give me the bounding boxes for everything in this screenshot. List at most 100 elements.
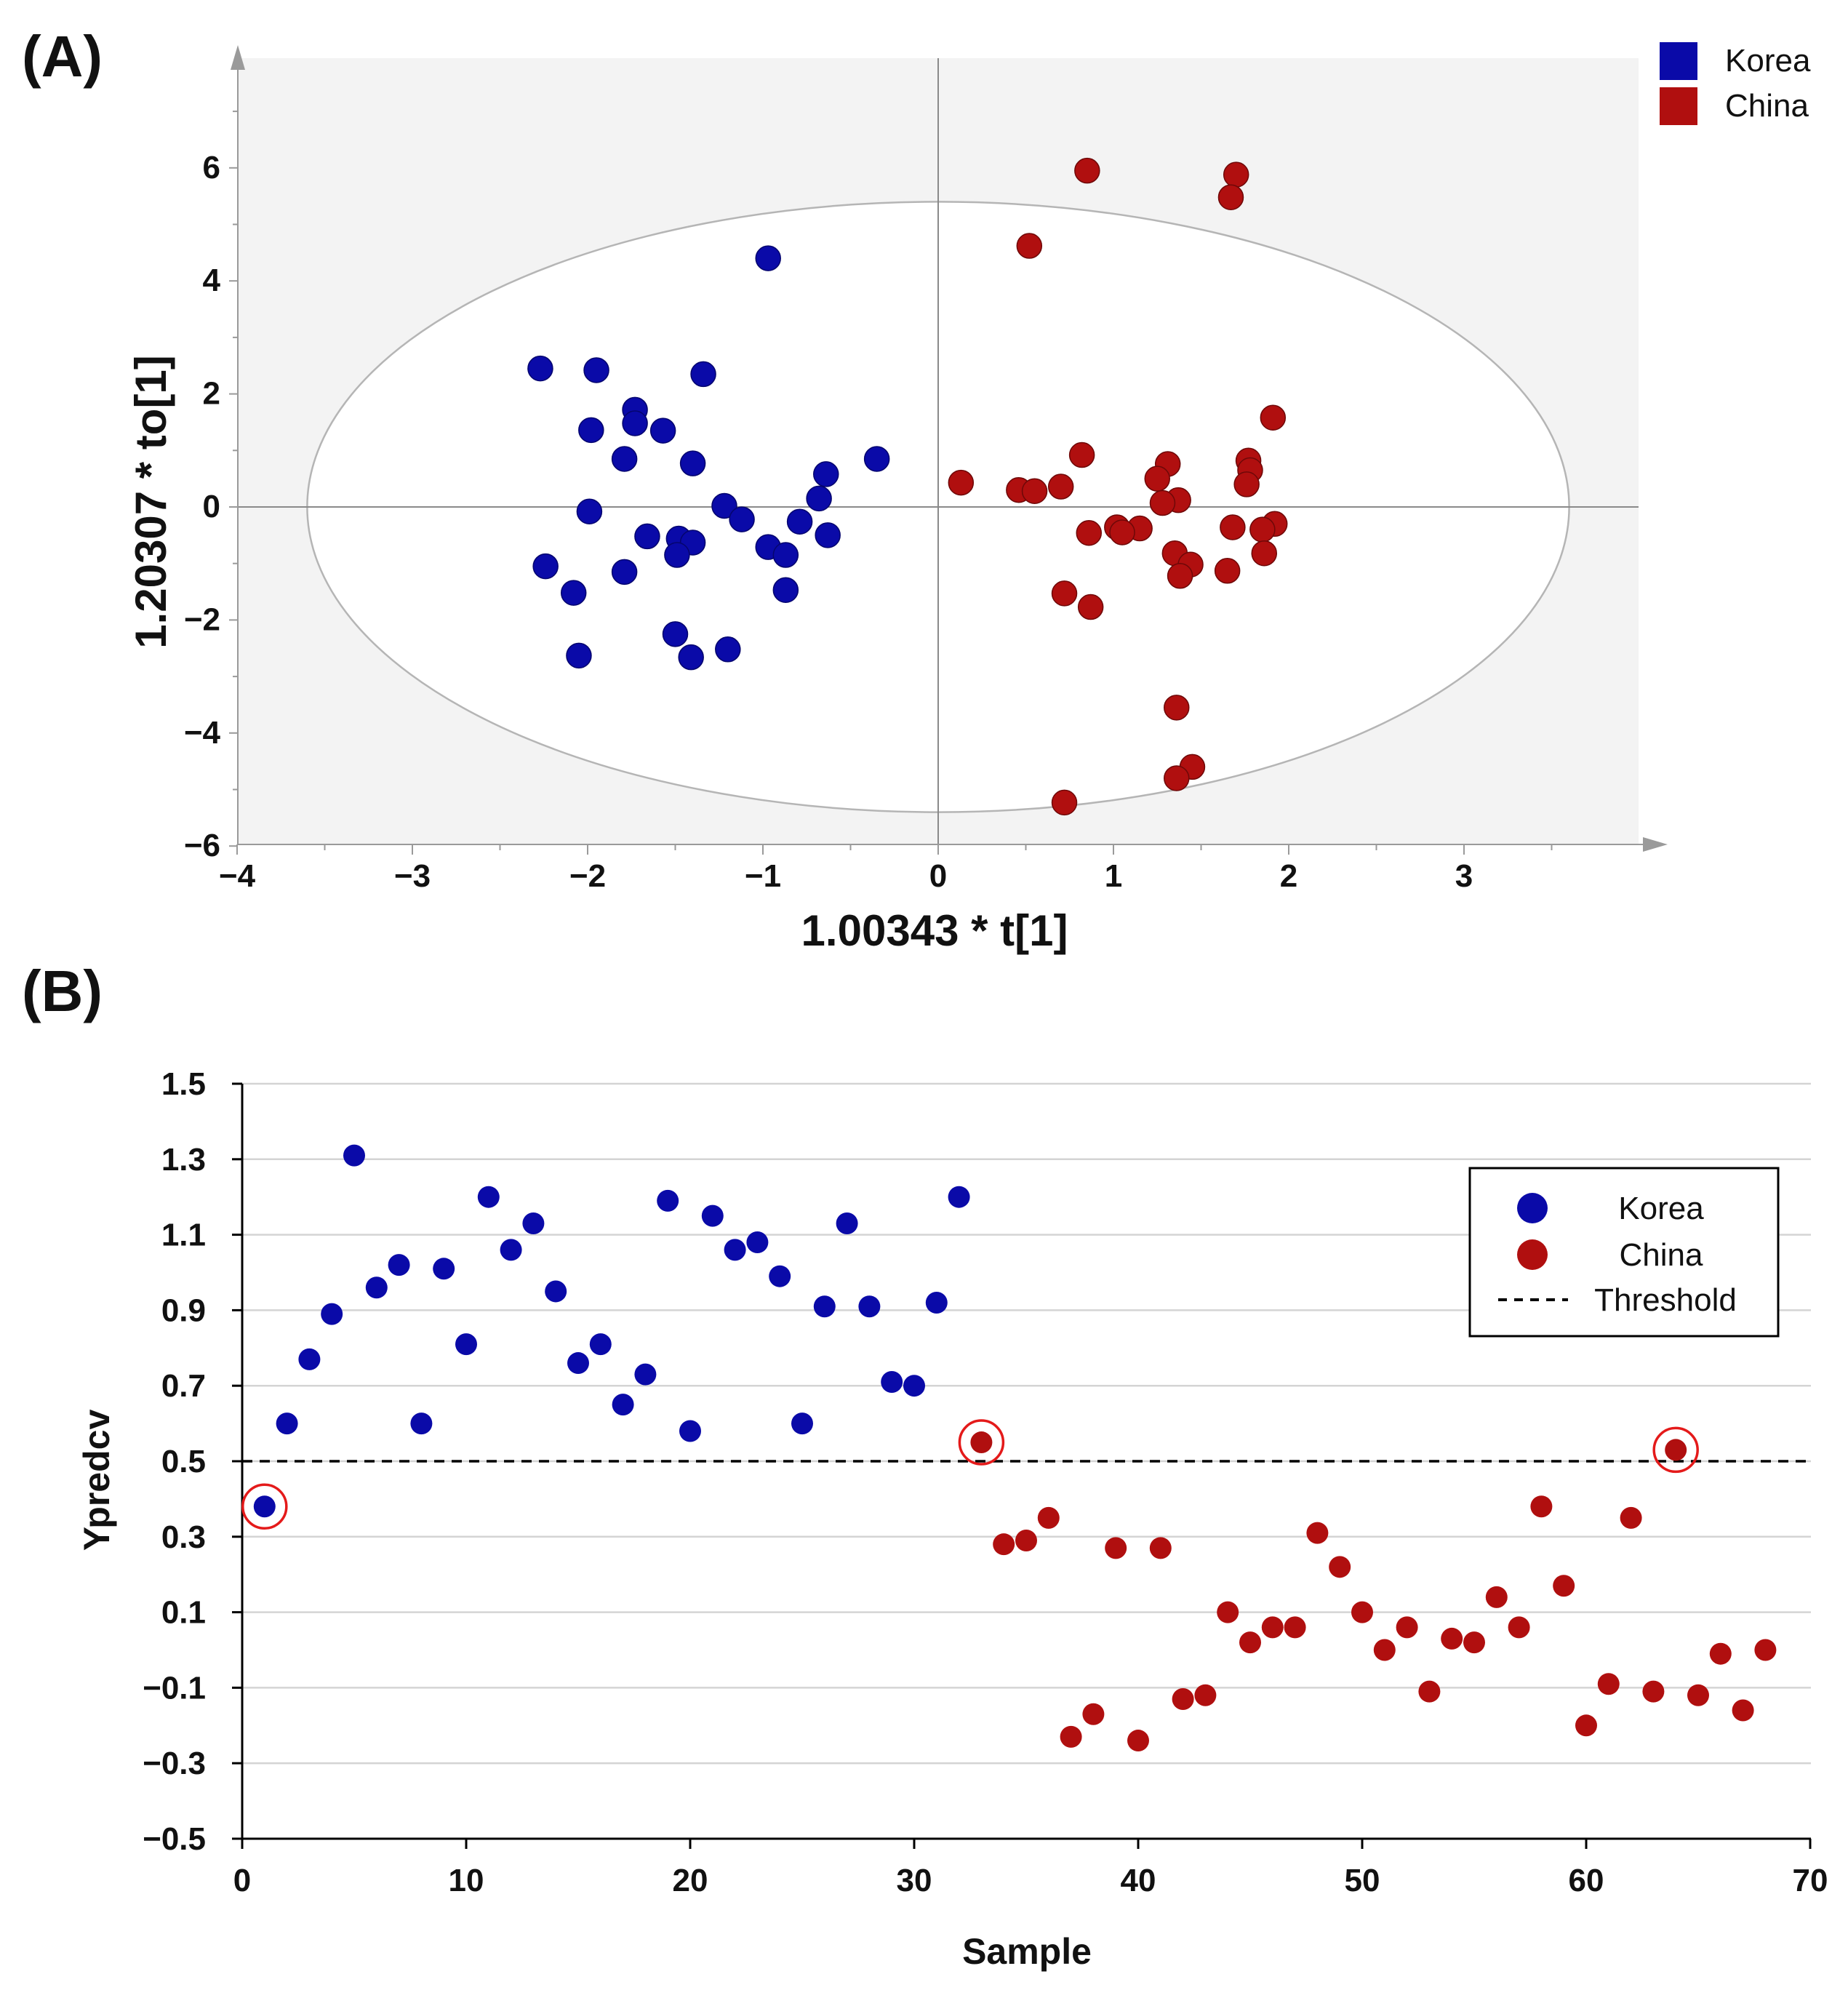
plot-b-x-axis-label: Sample xyxy=(962,1931,1092,1972)
point-china xyxy=(1223,161,1249,188)
point-korea xyxy=(527,355,553,382)
point-china xyxy=(1217,1601,1239,1623)
point-china xyxy=(1220,514,1246,540)
point-korea xyxy=(253,1495,276,1518)
point-china xyxy=(1060,1725,1082,1748)
point-korea xyxy=(813,1295,836,1318)
outlier-circle xyxy=(958,1419,1005,1466)
point-china xyxy=(1485,1586,1508,1608)
plot-a-points xyxy=(527,157,1288,816)
point-korea xyxy=(276,1412,298,1435)
point-china xyxy=(1149,1537,1172,1559)
point-korea xyxy=(634,523,660,550)
point-korea xyxy=(657,1189,679,1212)
y-tick-label: 0.7 xyxy=(161,1368,206,1404)
y-tick-label: −4 xyxy=(184,715,221,751)
y-tick-label: 0.3 xyxy=(161,1519,206,1555)
point-china xyxy=(1021,478,1048,504)
plot-a-x-ticks: −4 −3 −2 −1 0 1 2 3 xyxy=(219,844,1553,894)
point-korea xyxy=(925,1292,948,1314)
legend-a-china-label: China xyxy=(1725,88,1809,124)
point-china xyxy=(1074,157,1100,184)
point-china xyxy=(1167,563,1193,589)
point-korea xyxy=(724,1239,746,1261)
point-korea xyxy=(455,1333,477,1356)
point-korea xyxy=(477,1186,500,1208)
y-tick-label: 1.3 xyxy=(161,1142,206,1178)
plot-b-points xyxy=(253,1144,1777,1752)
point-china xyxy=(1754,1639,1777,1661)
x-tick-label: 0 xyxy=(929,858,947,894)
point-korea xyxy=(769,1265,791,1287)
x-tick-label: −1 xyxy=(745,858,781,894)
x-tick-label: 2 xyxy=(1280,858,1297,894)
point-china xyxy=(1149,489,1176,516)
x-tick-label: 3 xyxy=(1455,858,1473,894)
point-china xyxy=(1261,1616,1284,1639)
point-china xyxy=(1164,765,1190,791)
point-korea xyxy=(806,485,832,512)
point-korea xyxy=(678,644,704,671)
legend-b-korea-marker xyxy=(1517,1193,1548,1223)
point-china xyxy=(1076,519,1103,546)
point-korea xyxy=(690,361,716,388)
point-korea xyxy=(611,446,638,472)
point-korea xyxy=(664,542,690,568)
panel-b-label: (B) xyxy=(22,959,103,1023)
point-china xyxy=(1329,1556,1351,1578)
point-korea xyxy=(634,1363,657,1386)
point-china xyxy=(993,1533,1015,1556)
point-korea xyxy=(365,1276,388,1299)
point-korea xyxy=(711,492,737,519)
y-axis-arrow xyxy=(231,45,245,70)
point-china xyxy=(1082,1703,1105,1725)
point-korea xyxy=(649,417,676,444)
plot-b-x-ticks: 0 10 20 30 40 50 60 70 xyxy=(233,1839,1828,1898)
x-tick-label: 50 xyxy=(1345,1863,1380,1898)
y-tick-label: 1.1 xyxy=(161,1218,206,1253)
point-china xyxy=(1508,1616,1530,1639)
point-china xyxy=(1037,1506,1060,1529)
y-tick-label: −2 xyxy=(184,602,220,637)
point-china xyxy=(1463,1631,1485,1654)
point-china xyxy=(1172,1687,1194,1710)
point-korea xyxy=(298,1348,321,1370)
outlier-circle xyxy=(1652,1426,1699,1474)
point-china xyxy=(1051,580,1078,607)
x-tick-label: −2 xyxy=(569,858,606,894)
point-korea xyxy=(679,450,706,476)
point-korea xyxy=(772,542,799,568)
point-china xyxy=(1687,1684,1709,1706)
point-korea xyxy=(500,1239,522,1261)
point-china xyxy=(1575,1714,1597,1737)
point-korea xyxy=(948,1186,970,1208)
legend-a-korea-swatch xyxy=(1660,42,1697,80)
x-tick-label: 60 xyxy=(1569,1863,1604,1898)
point-china xyxy=(1016,233,1043,259)
point-china xyxy=(1015,1529,1037,1551)
legend-b-threshold-label: Threshold xyxy=(1594,1282,1737,1318)
point-china xyxy=(1051,789,1078,816)
point-china xyxy=(1732,1699,1754,1722)
point-korea xyxy=(701,1204,724,1227)
point-korea xyxy=(858,1295,881,1318)
point-china xyxy=(1373,1639,1396,1661)
plot-a-legend: Korea China xyxy=(1660,42,1811,125)
point-china xyxy=(1144,465,1170,492)
point-china xyxy=(1597,1673,1620,1695)
point-china xyxy=(1396,1616,1418,1639)
point-korea xyxy=(560,580,587,606)
point-korea xyxy=(622,410,648,436)
legend-b-korea-label: Korea xyxy=(1618,1191,1704,1226)
panel-b: (B) 1.5 1.3 1.1 0.9 0.7 0.5 0.3 0.1 −0.1 −0.3 −0.5… xyxy=(22,959,1828,1972)
point-korea xyxy=(715,636,741,663)
x-tick-label: 0 xyxy=(233,1863,251,1898)
point-china xyxy=(1047,473,1074,500)
point-korea xyxy=(729,506,755,532)
point-korea xyxy=(611,559,638,586)
point-korea xyxy=(532,553,559,580)
y-tick-label: 6 xyxy=(203,150,220,185)
point-korea xyxy=(343,1144,365,1167)
point-china xyxy=(1306,1522,1329,1544)
